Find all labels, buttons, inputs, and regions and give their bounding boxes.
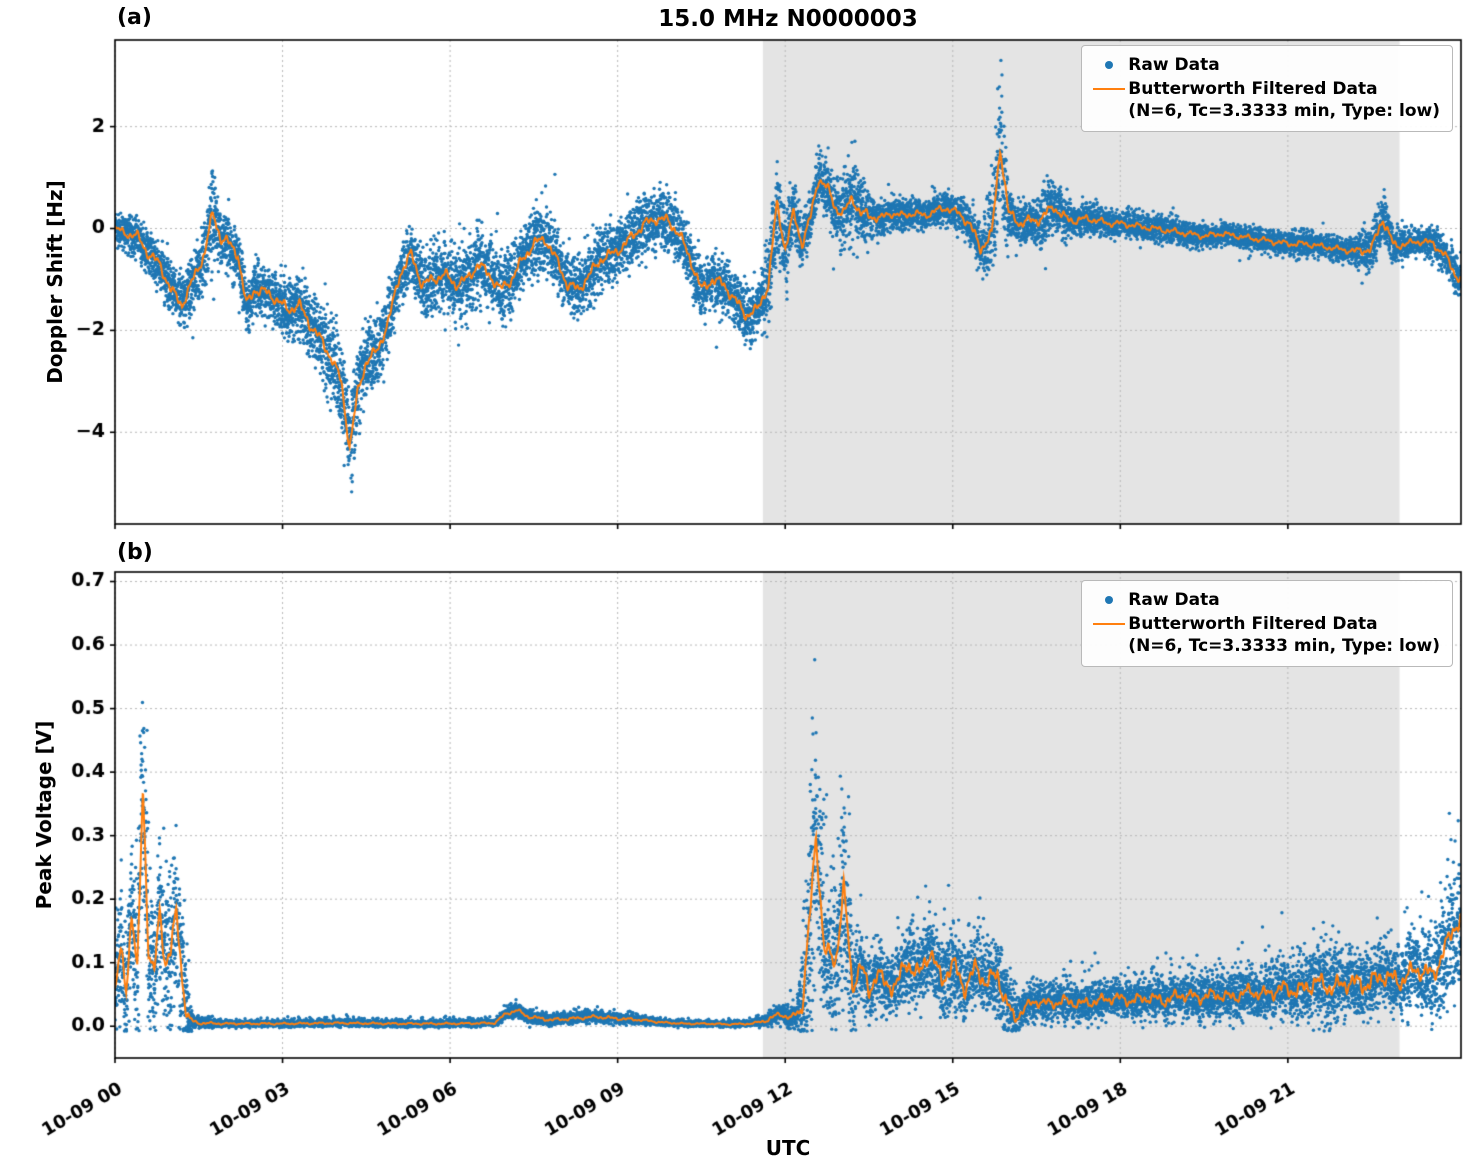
panel-b-y-axis-label: Peak Voltage [V] [32, 720, 56, 910]
chart-title: 15.0 MHz N0000003 [658, 6, 918, 32]
panel-b-label: (b) [117, 540, 153, 565]
filtered-line-marker-icon [1090, 613, 1128, 626]
x-axis-label: UTC [765, 1136, 811, 1160]
legend-filtered-label-line1: Butterworth Filtered Data [1128, 614, 1378, 635]
legend-entry-raw: Raw Data [1090, 54, 1440, 76]
legend-entry-filtered: Butterworth Filtered Data (N=6, Tc=3.333… [1090, 78, 1440, 122]
legend-filtered-label-line2: (N=6, Tc=3.3333 min, Type: low) [1128, 101, 1440, 122]
panel-a-y-axis-label: Doppler Shift [Hz] [43, 180, 67, 384]
legend-panel-b: Raw Data Butterworth Filtered Data (N=6,… [1081, 580, 1453, 668]
legend-raw-label: Raw Data [1128, 590, 1220, 610]
legend-entry-filtered: Butterworth Filtered Data (N=6, Tc=3.333… [1090, 613, 1440, 657]
legend-filtered-label-line2: (N=6, Tc=3.3333 min, Type: low) [1128, 636, 1440, 657]
raw-data-marker-icon [1090, 589, 1128, 604]
legend-raw-label: Raw Data [1128, 55, 1220, 75]
panel-a-label: (a) [117, 5, 152, 30]
legend-filtered-label-line1: Butterworth Filtered Data [1128, 79, 1378, 100]
legend-entry-raw: Raw Data [1090, 589, 1440, 611]
filtered-line-marker-icon [1090, 78, 1128, 91]
raw-data-marker-icon [1090, 54, 1128, 69]
legend-panel-a: Raw Data Butterworth Filtered Data (N=6,… [1081, 45, 1453, 133]
